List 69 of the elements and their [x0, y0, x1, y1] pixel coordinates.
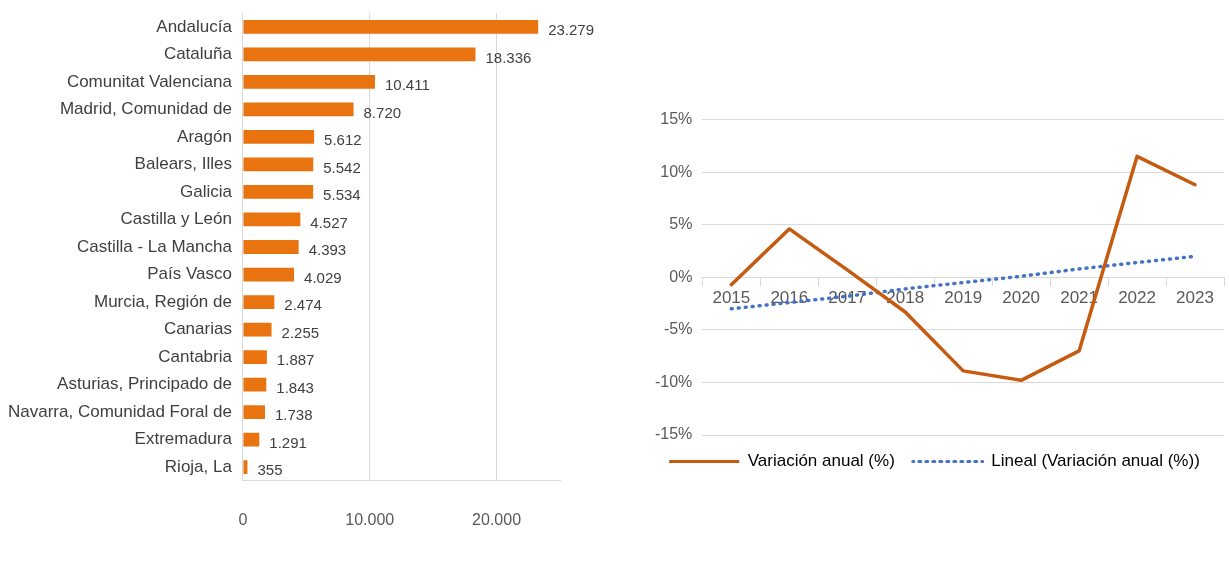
bar — [243, 75, 375, 89]
bar — [243, 267, 295, 282]
y-tick-label: Balears, Illes — [134, 154, 232, 174]
x-tick-label: 2015 — [712, 288, 751, 308]
y-tick-label: 5% — [669, 215, 693, 233]
y-tick-label: Canarias — [163, 319, 232, 339]
y-tick-label: Extremadura — [134, 429, 233, 449]
y-tick-label: Comunitat Valenciana — [66, 71, 233, 91]
bar — [243, 240, 299, 254]
y-tick-label: Murcia, Región de — [93, 291, 232, 311]
y-tick-label: -5% — [663, 320, 693, 338]
data-label: 4.029 — [304, 268, 342, 286]
y-tick-label: Asturias, Principado de — [57, 374, 232, 394]
y-tick-label: -15% — [654, 425, 693, 443]
x-tick-label: 2019 — [944, 288, 983, 308]
data-label: 2.474 — [284, 296, 322, 314]
bar — [243, 350, 267, 364]
data-label: 2.255 — [281, 323, 320, 341]
bar — [243, 47, 476, 62]
data-label: 23.279 — [548, 21, 595, 39]
data-label: 4.527 — [310, 213, 348, 231]
data-label: 10.411 — [384, 76, 430, 94]
y-tick-label: Madrid, Comunidad de — [59, 99, 232, 119]
data-label: 18.336 — [485, 48, 532, 66]
data-label: 8.720 — [363, 103, 402, 121]
y-tick-label: Cataluña — [163, 44, 233, 64]
data-label: 5.612 — [324, 131, 362, 149]
y-tick-label: Galicia — [179, 181, 233, 201]
bar — [243, 405, 265, 419]
x-tick-label: 2022 — [1118, 288, 1156, 308]
y-tick-label: País Vasco — [147, 264, 232, 284]
x-tick-label: 10.000 — [345, 510, 395, 528]
y-tick-label: 15% — [660, 110, 693, 128]
bar — [243, 295, 275, 309]
x-tick-label: 0 — [238, 510, 248, 528]
bar — [243, 460, 248, 474]
y-tick-label: Aragón — [177, 126, 232, 146]
x-tick-label: 20.000 — [472, 510, 522, 528]
data-label: 355 — [257, 461, 283, 479]
bar — [243, 130, 315, 144]
data-label: 1.291 — [269, 433, 307, 451]
data-label: 1.843 — [276, 378, 314, 396]
bar — [243, 20, 539, 34]
y-tick-label: Castilla y León — [120, 209, 232, 229]
legend-label: Lineal (Variación anual (%)) — [991, 451, 1200, 471]
data-label: 5.542 — [323, 158, 361, 176]
y-tick-label: Rioja, La — [164, 456, 233, 476]
data-label: 1.738 — [274, 406, 313, 424]
y-tick-label: -10% — [654, 372, 693, 390]
x-tick-label: 2017 — [828, 288, 867, 308]
bar — [243, 102, 354, 117]
legend-label: Variación anual (%) — [747, 451, 895, 471]
y-tick-label: Cantabria — [158, 346, 233, 366]
bar — [243, 212, 301, 227]
x-tick-label: 2023 — [1176, 288, 1214, 308]
bar — [243, 157, 314, 172]
y-tick-label: 0% — [669, 267, 693, 285]
data-label: 1.887 — [276, 351, 315, 369]
x-tick-label: 2020 — [1002, 288, 1041, 308]
y-tick-label: Navarra, Comunidad Foral de — [7, 401, 232, 421]
bar — [243, 432, 260, 447]
bar — [243, 185, 314, 199]
y-tick-label: 10% — [660, 162, 693, 180]
y-tick-label: Andalucía — [156, 16, 233, 36]
data-label: 4.393 — [308, 241, 347, 259]
y-tick-label: Castilla - La Mancha — [76, 236, 233, 256]
data-label: 5.534 — [323, 186, 361, 204]
bar — [243, 377, 267, 392]
bar — [243, 322, 272, 337]
